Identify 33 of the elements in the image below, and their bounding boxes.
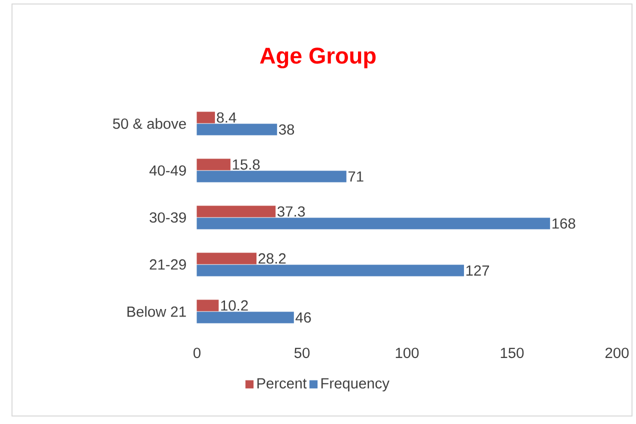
data-label: 10.2 (221, 300, 248, 311)
bar (196, 112, 215, 124)
y-tick-label: 50 & above (112, 118, 186, 129)
x-tick-label: 100 (396, 348, 419, 358)
data-label: 8.4 (216, 112, 236, 123)
data-label: 168 (552, 218, 576, 229)
y-tick-label: 30-39 (150, 212, 186, 223)
bar (196, 218, 550, 230)
bar (196, 158, 230, 170)
x-tick-label: 200 (605, 348, 629, 358)
data-label: 38 (278, 124, 294, 135)
legend-label: Frequency (321, 378, 390, 392)
bar (196, 124, 278, 136)
x-tick-label: 0 (193, 348, 200, 358)
bar (196, 264, 464, 276)
data-label: 71 (348, 171, 364, 182)
data-label: 28.2 (258, 253, 286, 264)
data-label: 37.3 (277, 206, 305, 217)
y-tick-label: 21-29 (150, 259, 186, 270)
x-tick-label: 50 (294, 348, 310, 358)
data-label: 15.8 (232, 159, 260, 170)
bar (196, 252, 256, 264)
bar (196, 300, 219, 312)
bar (196, 206, 276, 218)
chart-title: Age Group (260, 48, 376, 68)
y-tick-label: 40-49 (149, 165, 186, 176)
bar (196, 312, 294, 324)
data-label: 127 (466, 265, 490, 276)
y-tick-label: Below 21 (127, 306, 186, 317)
data-label: 46 (296, 312, 311, 323)
legend-label: Percent (257, 378, 307, 389)
x-tick-label: 150 (500, 348, 524, 358)
bar (196, 170, 346, 182)
